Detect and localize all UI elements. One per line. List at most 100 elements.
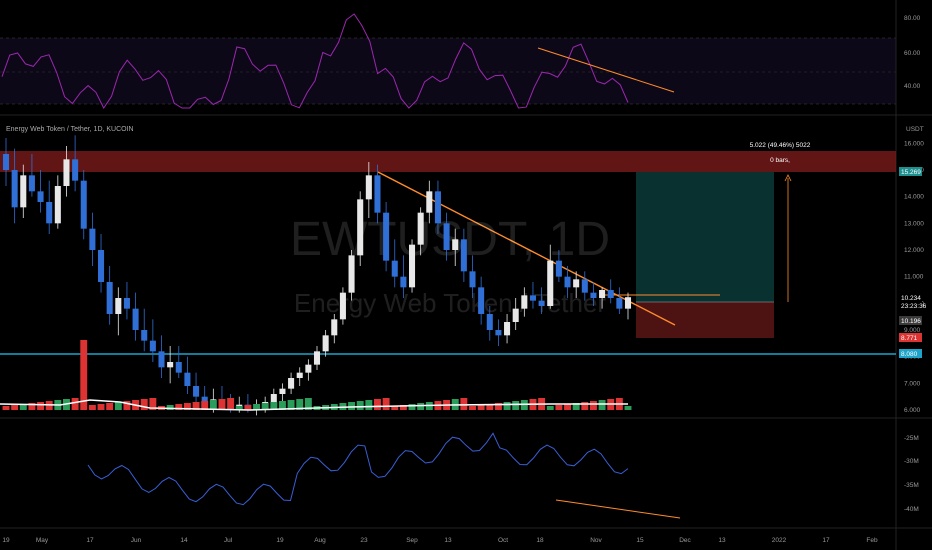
candle-body (417, 212, 424, 245)
candle-body (607, 290, 614, 298)
volume-bar (28, 403, 36, 410)
candle-body (564, 276, 571, 288)
volume-bar (97, 404, 105, 410)
volume-bar (503, 402, 511, 410)
candle-body (495, 330, 502, 336)
candle-body (460, 239, 467, 272)
candle-body (624, 297, 632, 309)
price-tag (899, 301, 922, 310)
volume-bar (253, 404, 260, 410)
rsi-tick: 40.00 (904, 83, 921, 90)
candles (2, 135, 632, 416)
watermark-ticker: EWTUSDT, 1D (290, 213, 610, 266)
price-tag-label: 8.771 (901, 335, 918, 342)
candle-body (374, 175, 381, 213)
volume-bar (512, 401, 520, 410)
volume-bar (408, 404, 416, 410)
candle-body (141, 330, 148, 341)
volume-bar (581, 402, 589, 410)
candle-body (616, 298, 623, 309)
candle-body (296, 372, 303, 378)
price-tag (899, 333, 922, 342)
volume-bar (417, 403, 425, 410)
price-tag-label: 10.196 (901, 318, 921, 325)
time-tick: Jun (131, 537, 142, 544)
volume-bar (261, 403, 269, 410)
rsi-divergence-line (537, 47, 675, 93)
volume-bar (166, 405, 174, 410)
candle-body (443, 223, 450, 250)
candle-body (98, 250, 105, 282)
volume-bar (399, 405, 407, 410)
time-tick: 19 (2, 537, 10, 544)
volume-bar (11, 405, 19, 410)
candle-body (590, 292, 597, 298)
candle-body (167, 362, 174, 368)
volume-bar (183, 403, 191, 410)
volume-bar (598, 400, 606, 410)
volume-bar (365, 400, 373, 410)
volume-bar (192, 402, 200, 410)
volume-bar (244, 405, 252, 410)
volume-bar (469, 406, 476, 410)
time-tick: 2022 (772, 537, 787, 544)
candle-body (123, 298, 130, 309)
rsi-tick: 60.00 (904, 50, 921, 57)
candle-body (391, 260, 398, 277)
time-tick: 13 (444, 537, 452, 544)
candle-body (469, 271, 476, 288)
volume-bar (270, 402, 278, 410)
time-tick: 13 (718, 537, 726, 544)
candle-body (573, 279, 580, 288)
candle-body (313, 351, 321, 365)
price-tick: 14.000 (904, 194, 924, 201)
volume-bar (477, 405, 485, 410)
candle-body (357, 199, 364, 256)
volume-bar (37, 402, 45, 410)
volume-bar (175, 404, 183, 410)
candle-body (555, 260, 562, 277)
volume-bar (460, 398, 468, 410)
rsi-band (0, 38, 896, 104)
candle-body (521, 295, 528, 309)
candle-body (409, 244, 416, 288)
volume-bar (80, 340, 88, 410)
measure-label-1: 5.022 (49.46%) 5022 (750, 142, 811, 149)
price-tag (899, 293, 922, 302)
price-tag-label: 15.269 (901, 169, 921, 176)
time-tick: Sep (406, 537, 418, 544)
price-tick: 11.000 (904, 274, 924, 281)
obv-tick: -25M (904, 435, 919, 442)
volume-bars (0, 340, 632, 411)
volume-bar (348, 402, 356, 410)
candle-body (512, 308, 519, 322)
volume-bar (564, 404, 571, 410)
volume-bar (123, 401, 131, 410)
candle-body (365, 175, 372, 200)
volume-bar (149, 398, 157, 410)
obv-tick: -30M (904, 458, 919, 465)
candle-body (149, 340, 156, 352)
time-tick: Nov (590, 537, 602, 544)
price-tag (899, 167, 922, 176)
price-tag (899, 349, 922, 358)
obv-line (87, 432, 629, 506)
volume-ma (0, 399, 628, 411)
volume-bar (227, 398, 235, 410)
candle-body (20, 175, 27, 208)
candle-body (279, 388, 286, 394)
price-tag (899, 316, 922, 325)
candle-body (486, 314, 493, 330)
time-tick: 19 (276, 537, 284, 544)
candle-body (132, 308, 139, 330)
volume-bar (374, 399, 381, 410)
obv-tick: -35M (904, 482, 919, 489)
candle-body (37, 191, 44, 202)
time-axis: 19 May 17 Jun 14 Jul 19 Aug 23 Sep 13 Oct 18 Nov 15 Dec… (2, 537, 878, 544)
time-tick: Dec (679, 537, 691, 544)
candle-body (434, 191, 441, 224)
obv-path (87, 432, 629, 506)
volume-bar (589, 401, 597, 410)
candle-body (106, 282, 113, 314)
